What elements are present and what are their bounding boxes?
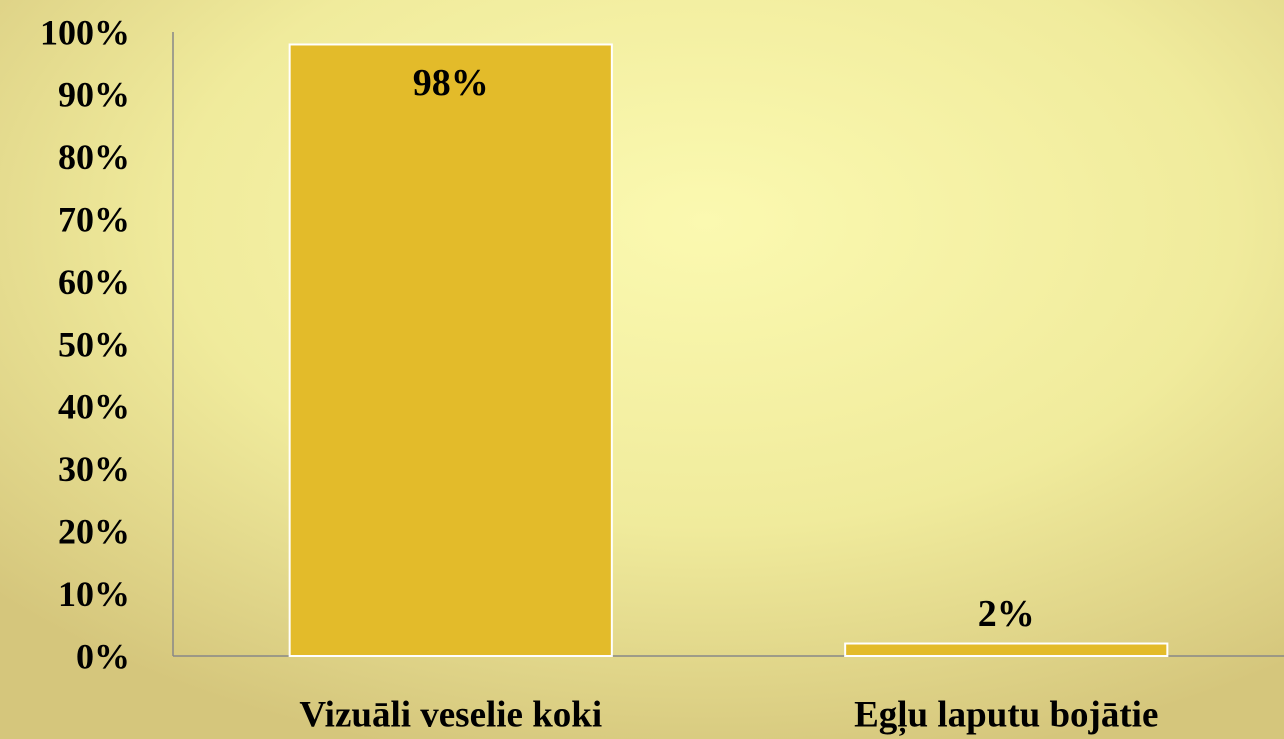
y-tick-label: 50%	[58, 324, 130, 364]
x-tick-label: Egļu laputu bojātie	[854, 694, 1158, 736]
data-label: 98%	[413, 62, 489, 104]
y-tick-label: 90%	[58, 75, 130, 115]
y-tick-label: 70%	[58, 199, 130, 239]
bar	[288, 43, 613, 658]
y-tick-label: 0%	[76, 636, 130, 676]
y-tick-label: 10%	[58, 574, 130, 614]
bar	[844, 642, 1169, 658]
y-tick-label: 20%	[58, 511, 130, 551]
y-tick-label: 40%	[58, 387, 130, 427]
y-tick-label: 100%	[40, 12, 130, 52]
y-tick-label: 60%	[58, 262, 130, 302]
y-tick-label: 30%	[58, 449, 130, 489]
y-tick-label: 80%	[58, 137, 130, 177]
x-tick-label: Vizuāli veselie koki	[299, 694, 602, 735]
data-label: 2%	[978, 593, 1035, 635]
